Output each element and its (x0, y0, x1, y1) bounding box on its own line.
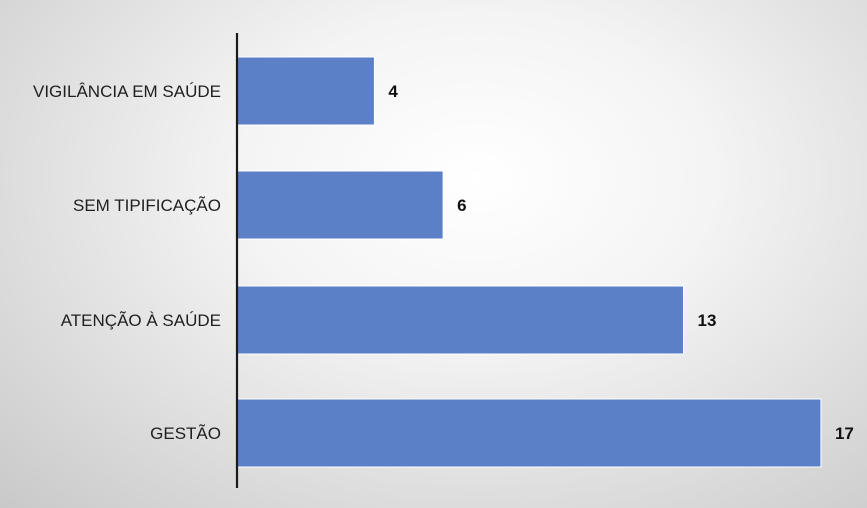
value-label-4: 17 (835, 424, 854, 443)
bar-2 (236, 170, 444, 240)
category-label-2: SEM TIPIFICAÇÃO (73, 196, 221, 215)
category-label-1: VIGILÂNCIA EM SAÚDE (33, 82, 221, 101)
bar-4 (236, 398, 822, 468)
value-label-3: 13 (698, 311, 717, 330)
category-label-3: ATENÇÃO À SAÚDE (61, 311, 221, 330)
value-label-1: 4 (388, 82, 398, 101)
value-label-2: 6 (457, 196, 466, 215)
bar-3 (236, 285, 685, 355)
bar-1 (236, 56, 375, 126)
category-label-4: GESTÃO (150, 424, 221, 443)
